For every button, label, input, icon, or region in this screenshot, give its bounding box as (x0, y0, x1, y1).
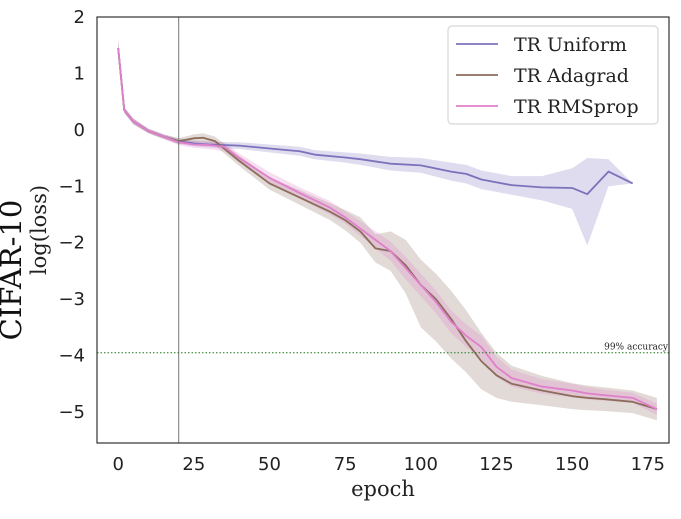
x-tick-label: 75 (334, 454, 357, 475)
y-tick-label: −1 (58, 176, 85, 197)
y-tick-label: 2 (74, 7, 85, 28)
x-tick-label: 150 (555, 454, 589, 475)
x-axis-ticks: 0 25 50 75 100 125 150 175 (112, 454, 665, 475)
x-tick-label: 50 (258, 454, 281, 475)
x-tick-label: 25 (182, 454, 205, 475)
x-axis-label: epoch (351, 477, 415, 501)
tr-uniform-band (118, 39, 633, 246)
x-tick-label: 175 (631, 454, 665, 475)
y-axis-ticks: 2 1 0 −1 −2 −3 −4 −5 (58, 7, 85, 423)
y-tick-label: −3 (58, 289, 85, 310)
dataset-title: CIFAR-10 (0, 200, 28, 341)
legend: TR Uniform TR Adagrad TR RMSprop (447, 25, 659, 125)
plot-frame (96, 16, 670, 444)
y-tick-label: 1 (74, 63, 85, 84)
confidence-bands (118, 39, 657, 421)
accuracy-annotation: 99% accuracy (604, 343, 669, 353)
x-tick-label: 125 (479, 454, 513, 475)
x-tick-label: 100 (404, 454, 438, 475)
legend-box (447, 25, 659, 125)
legend-label-tr-uniform: TR Uniform (514, 34, 627, 56)
x-tick-label: 0 (112, 454, 123, 475)
legend-label-tr-rmsprop: TR RMSprop (514, 96, 639, 118)
y-tick-label: 0 (74, 120, 85, 141)
legend-label-tr-adagrad: TR Adagrad (514, 65, 629, 87)
reference-lines (97, 17, 669, 443)
y-tick-label: −2 (58, 233, 85, 254)
y-tick-label: −5 (58, 402, 85, 423)
y-tick-label: −4 (58, 346, 85, 367)
y-axis-label: log(loss) (27, 185, 51, 275)
